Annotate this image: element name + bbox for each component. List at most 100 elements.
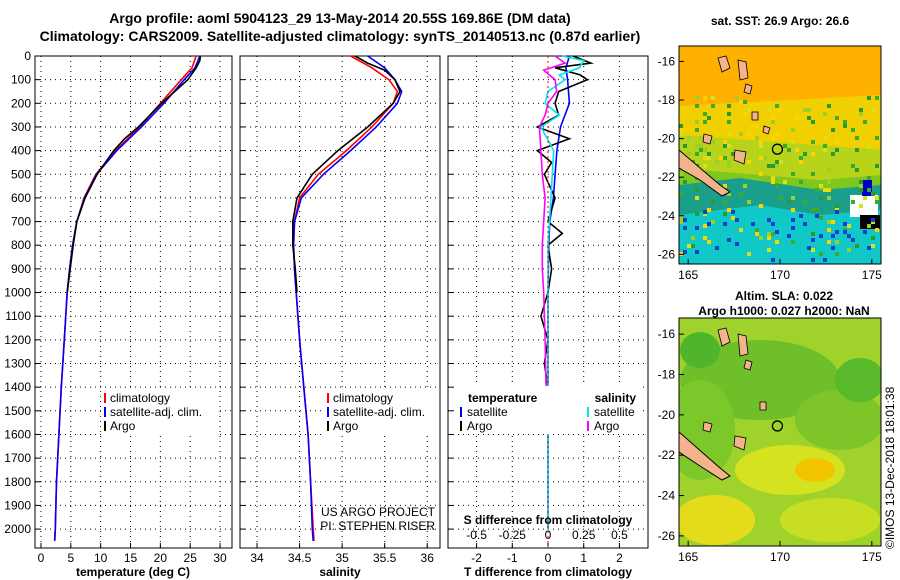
depth-tick-label: 1400 <box>4 380 31 394</box>
depth-tick-label: 1800 <box>4 475 31 489</box>
series-argo <box>291 55 401 293</box>
series-climatology <box>53 55 197 541</box>
lat-tick-label: -18 <box>658 367 676 381</box>
lat-tick-label: -22 <box>658 170 676 184</box>
legend-label: Argo <box>110 419 136 433</box>
difference-axis-label: T difference from climatology <box>464 565 632 579</box>
lat-tick-label: -24 <box>658 209 676 223</box>
legend-label: Argo <box>333 419 359 433</box>
difference-legend: temperature salinitysatelliteArgosatellit… <box>455 386 641 434</box>
x-tick-label: 35 <box>335 551 349 565</box>
legend-label: satellite-adj. clim. <box>110 405 202 419</box>
lat-tick-label: -24 <box>658 489 676 503</box>
x-tick-label: 34.5 <box>288 551 312 565</box>
float-position-marker <box>771 143 784 155</box>
depth-tick-label: 1200 <box>4 333 31 347</box>
lat-tick-label: -26 <box>658 529 676 543</box>
lon-tick-label: 170 <box>770 268 790 282</box>
x-tick-label: 34 <box>250 551 264 565</box>
depth-tick-label: 1500 <box>4 404 31 418</box>
depth-tick-label: 1300 <box>4 357 31 371</box>
legend-label: satellite <box>594 405 635 419</box>
panel-salinity-profile: 34 34.5 35 35.5 36 <box>239 55 441 565</box>
depth-tick-label: 400 <box>11 144 31 158</box>
x-tick-label: 20 <box>154 551 168 565</box>
lat-tick-label: -18 <box>658 93 676 107</box>
series-salinity-satellite <box>539 55 585 530</box>
x-tick-label: 15 <box>124 551 138 565</box>
sla-map: 165 170 175 -16 -18 -20 -22 -24 -26 Altim. SLA: … <box>658 289 882 564</box>
x-tick-label: -2 <box>471 551 482 565</box>
x-tick-label: -1 <box>507 551 518 565</box>
salinity-axis-label: salinity <box>319 565 361 579</box>
series-temperature-argo <box>535 55 595 388</box>
sst-map-title: sat. SST: 26.9 Argo: 26.6 <box>711 14 850 28</box>
salinity-diff-tick-label: -0.5 <box>466 528 487 542</box>
x-tick-label: 35.5 <box>373 551 397 565</box>
depth-tick-label: 2000 <box>4 522 31 536</box>
legend-title-temperature: temperature <box>468 391 538 405</box>
legend-background <box>101 390 219 436</box>
sla-map-title-line1: Altim. SLA: 0.022 <box>735 289 833 303</box>
depth-tick-label: 300 <box>11 120 31 134</box>
depth-tick-label: 1600 <box>4 427 31 441</box>
panel-temperature-profile: 0 5 10 15 20 25 300100200300400500600700800900… <box>4 49 233 565</box>
x-tick-label: 0 <box>545 551 552 565</box>
panel-frame <box>239 55 441 549</box>
lon-tick-label: 175 <box>862 550 882 564</box>
lat-tick-label: -16 <box>658 54 676 68</box>
depth-tick-label: 1700 <box>4 451 31 465</box>
depth-tick-label: 500 <box>11 167 31 181</box>
legend-background <box>455 386 641 434</box>
x-tick-label: 2 <box>616 551 623 565</box>
credit-project: US ARGO PROJECT <box>321 505 436 519</box>
x-tick-label: 0 <box>38 551 45 565</box>
x-tick-label: 30 <box>213 551 227 565</box>
depth-tick-label: 1100 <box>5 309 31 323</box>
lat-tick-label: -22 <box>658 448 676 462</box>
series-argo <box>66 55 202 293</box>
legend-label: climatology <box>333 391 393 405</box>
lon-tick-label: 165 <box>678 550 698 564</box>
depth-tick-label: 200 <box>11 96 31 110</box>
depth-tick-label: 0 <box>24 49 31 63</box>
depth-tick-label: 1000 <box>4 286 31 300</box>
figure-title-line1: Argo profile: aoml 5904123_29 13-May-201… <box>109 10 571 26</box>
temperature-axis-label: temperature (deg C) <box>76 565 190 579</box>
series-salinity-argo <box>538 55 567 411</box>
legend-label: Argo <box>594 419 620 433</box>
depth-tick-label: 1900 <box>4 498 31 512</box>
legend-background <box>324 390 436 436</box>
credit-pi: PI: STEPHEN RISER <box>320 519 435 533</box>
lon-tick-label: 165 <box>678 268 698 282</box>
lat-tick-label: -20 <box>658 132 676 146</box>
lat-tick-label: -26 <box>658 247 676 261</box>
salinity-diff-tick-label: 0.25 <box>572 528 596 542</box>
lon-tick-label: 170 <box>770 550 790 564</box>
series-satellite-adj-clim- <box>292 55 403 541</box>
salinity-diff-tick-label: 0.5 <box>611 528 628 542</box>
x-tick-label: 25 <box>184 551 198 565</box>
salinity-diff-tick-label: 0 <box>545 528 552 542</box>
panel-frame <box>34 55 233 549</box>
series-satellite-adj-clim- <box>53 55 201 541</box>
legend-label: satellite-adj. clim. <box>333 405 425 419</box>
legend-label: Argo <box>467 419 493 433</box>
salinity-difference-label: S difference from climatology <box>464 513 633 527</box>
x-tick-label: 10 <box>94 551 108 565</box>
profile-panels: 0 5 10 15 20 25 300100200300400500600700800900… <box>4 49 649 579</box>
salinity-diff-tick-label: -0.25 <box>499 528 527 542</box>
lat-tick-label: -20 <box>658 408 676 422</box>
x-tick-label: 5 <box>67 551 74 565</box>
x-tick-label: 1 <box>580 551 587 565</box>
x-tick-label: 36 <box>421 551 435 565</box>
float-position-marker <box>771 420 784 432</box>
sla-map-title-line2: Argo h1000: 0.027 h2000: NaN <box>698 304 869 318</box>
depth-tick-label: 700 <box>11 215 31 229</box>
legend-label: satellite <box>467 405 508 419</box>
timestamp: ©IMOS 13-Dec-2018 18:01:38 <box>883 386 897 549</box>
figure-title-line2: Climatology: CARS2009. Satellite-adjuste… <box>39 28 641 44</box>
